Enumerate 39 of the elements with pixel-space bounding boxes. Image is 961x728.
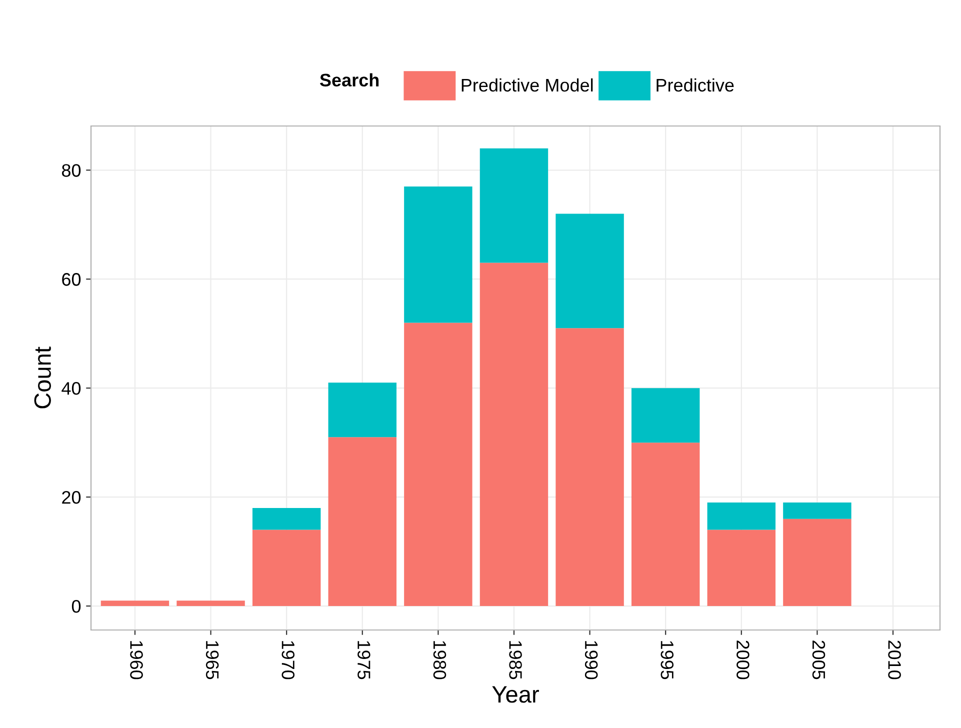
y-tick-label: 80 (62, 164, 81, 177)
bar (328, 437, 396, 606)
bar (404, 322, 472, 606)
bar (707, 530, 776, 606)
bar (631, 442, 700, 606)
x-tick-label: 2005 (812, 640, 826, 680)
bar (100, 600, 170, 606)
bar (404, 186, 472, 323)
x-tick-label: 1960 (130, 641, 143, 680)
y-tick-label: 40 (62, 382, 81, 395)
legend-title: Search (320, 73, 379, 86)
x-tick-label: 1995 (660, 641, 674, 680)
y-tick-label: 0 (72, 600, 81, 613)
bar (556, 214, 624, 328)
legend-label: Predictive Model (462, 78, 593, 92)
bar (783, 502, 852, 519)
x-tick-label: 2000 (736, 640, 750, 680)
x-tick-label: 1975 (358, 641, 370, 680)
bar (707, 502, 776, 530)
bar (252, 530, 321, 606)
bar (480, 262, 548, 606)
bar (176, 600, 245, 606)
x-axis-title: Year (492, 686, 539, 703)
y-tick-label: 20 (62, 490, 81, 504)
legend-label: Predictive (656, 78, 734, 92)
bar (328, 382, 396, 438)
bar (480, 148, 548, 263)
x-tick-label: 1985 (509, 641, 522, 680)
bar (783, 518, 852, 606)
bar (631, 388, 700, 443)
bar (252, 508, 321, 530)
y-tick-label: 60 (62, 273, 81, 286)
y-axis-title: Count (34, 346, 51, 408)
bar (556, 328, 624, 606)
x-tick-label: 1965 (206, 641, 219, 680)
x-tick-label: 1970 (282, 641, 295, 680)
x-tick-label: 1990 (584, 641, 598, 680)
x-tick-label: 2010 (888, 640, 901, 680)
x-tick-label: 1980 (433, 641, 446, 680)
